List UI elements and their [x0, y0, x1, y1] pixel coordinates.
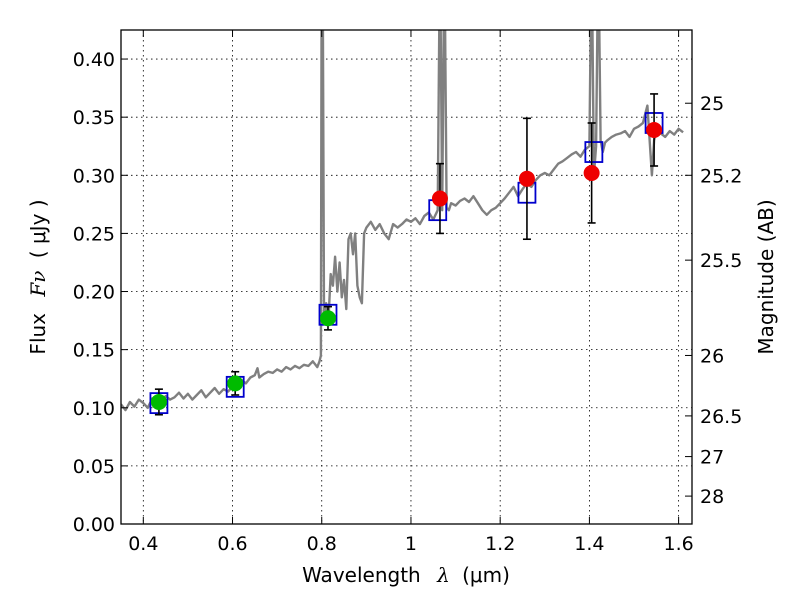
x-tick-label: 1	[405, 533, 417, 555]
x-axis-label-symbol: λ	[436, 563, 450, 587]
x-tick-label: 0.8	[307, 533, 337, 555]
y-tick-label: 0.25	[73, 223, 115, 245]
y-tick-label: 0.15	[73, 340, 115, 362]
right-tick-label: 26.5	[700, 406, 742, 428]
plot-area	[121, 30, 692, 524]
right-tick-label: 27	[700, 447, 724, 469]
grid-lines	[121, 30, 692, 525]
near-IR-photometry-point	[583, 164, 600, 181]
x-tick-label: 0.4	[128, 533, 158, 555]
y-tick-label: 0.00	[73, 514, 115, 536]
x-tick-label: 0.6	[217, 533, 247, 555]
y-tick-label: 0.05	[73, 456, 115, 478]
axis-ticks: 0.4 0.6 0.8 1 1.2 1.4 1.6 0.00 0.05 0.10 0.15 0.20 0…	[73, 30, 742, 555]
near-IR-photometry-point	[431, 190, 448, 207]
y-tick-label: 0.20	[73, 282, 115, 304]
x-tick-label: 1.6	[664, 533, 694, 555]
y-tick-label: 0.10	[73, 398, 115, 420]
optical-photometry-point	[319, 310, 336, 327]
x-tick-label: 1.2	[485, 533, 515, 555]
optical-photometry-point	[150, 393, 167, 410]
x-axis-label-word: Wavelength	[302, 563, 421, 587]
y-tick-label: 0.40	[73, 49, 115, 71]
x-axis-label: Wavelength λ (μm)	[302, 563, 510, 587]
right-tick-label: 26	[700, 345, 724, 367]
near-IR-photometry-point	[646, 121, 663, 138]
y-axis-label: Flux Fν ( μJy )	[26, 199, 50, 354]
right-tick-label: 25.2	[700, 165, 742, 187]
y-axis-label-unit: ( μJy )	[26, 199, 50, 258]
photometry-points	[149, 93, 664, 416]
model-photometry-square	[584, 141, 604, 163]
right-tick-label: 28	[700, 486, 724, 508]
right-axis-label: Magnitude (AB)	[754, 199, 778, 354]
x-tick-label: 1.4	[574, 533, 604, 555]
right-tick-label: 25.5	[700, 250, 742, 272]
y-axis-label-word: Flux	[26, 313, 50, 355]
plot-frame	[120, 29, 693, 525]
optical-photometry-point	[227, 375, 244, 392]
near-IR-photometry-point	[518, 170, 535, 187]
y-axis-label-symbol: Fν	[26, 271, 50, 298]
x-axis-label-unit: (μm)	[462, 563, 510, 587]
right-tick-label: 25	[700, 93, 724, 115]
y-tick-label: 0.30	[73, 165, 115, 187]
y-tick-label: 0.35	[73, 107, 115, 129]
